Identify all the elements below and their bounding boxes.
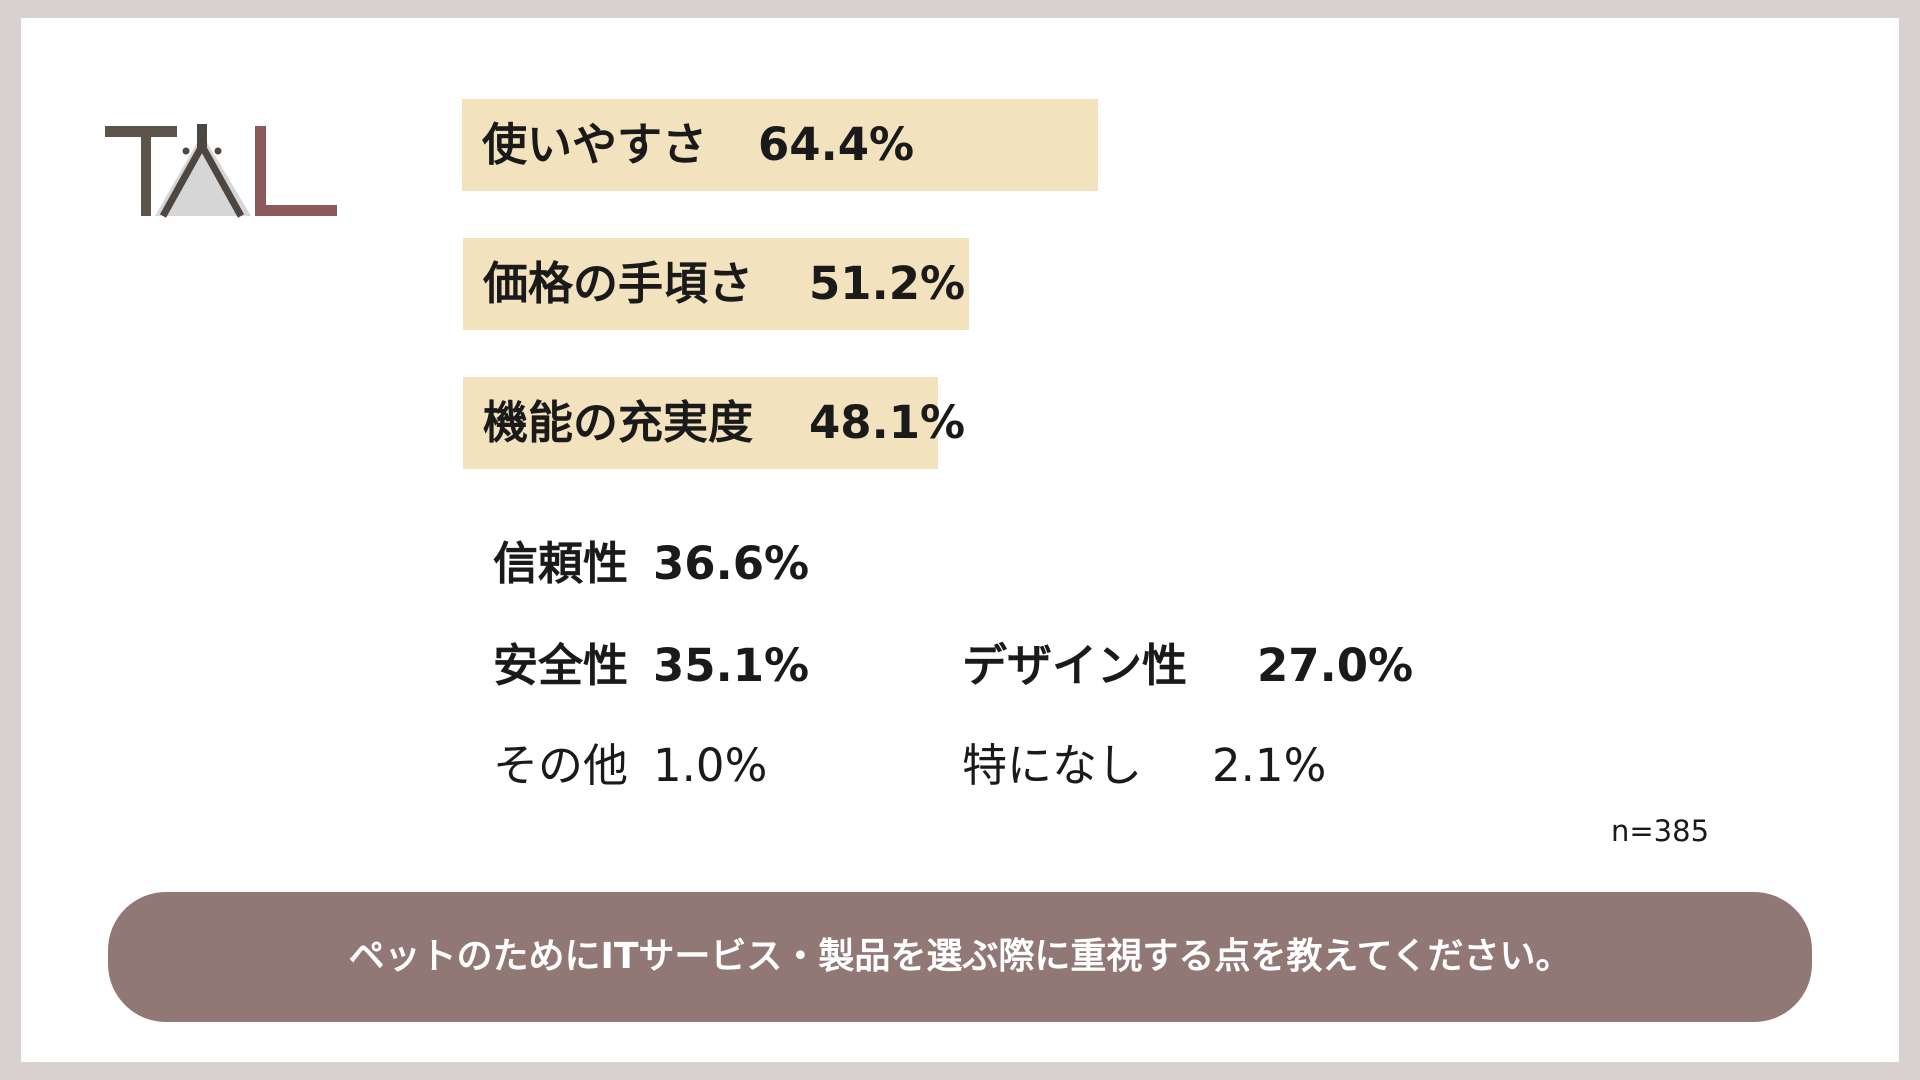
stat-value-label: 36.6% — [653, 537, 810, 590]
question-banner: ペットのためにITサービス・製品を選ぶ際に重視する点を教えてください。 — [108, 892, 1812, 1022]
stat-category-label: 特になし — [962, 739, 1143, 792]
stat-design: デザイン性 27.0% — [962, 636, 1462, 696]
bar-row-usability: 使いやすさ 64.4% — [462, 99, 1262, 191]
bar — [462, 99, 1099, 191]
question-text: ペットのためにITサービス・製品を選ぶ際に重視する点を教えてください。 — [348, 936, 1572, 977]
sample-size: n=385 — [1611, 814, 1710, 848]
bar — [463, 238, 969, 330]
bar-row-price: 価格の手頃さ 51.2% — [463, 238, 1263, 330]
tal-logo — [105, 106, 343, 240]
bar-value-label: 64.4% — [758, 118, 915, 171]
stat-value-label: 27.0% — [1257, 639, 1414, 692]
stat-value-label: 1.0% — [653, 739, 768, 792]
stat-category-label: デザイン性 — [962, 639, 1188, 692]
bar-value-label: 48.1% — [809, 396, 966, 449]
bar-category-label: 価格の手頃さ — [483, 257, 754, 310]
stat-value-label: 35.1% — [653, 639, 810, 692]
stat-category-label: その他 — [493, 739, 629, 792]
stat-other: その他 1.0% — [493, 736, 893, 796]
stat-value-label: 2.1% — [1212, 739, 1327, 792]
bar-row-features: 機能の充実度 48.1% — [463, 377, 1263, 469]
stat-reliability: 信頼性 36.6% — [493, 534, 893, 594]
bar-category-label: 使いやすさ — [482, 118, 708, 171]
bar-value-label: 51.2% — [809, 257, 966, 310]
stat-safety: 安全性 35.1% — [493, 636, 893, 696]
slide: 使いやすさ 64.4% 価格の手頃さ 51.2% 機能の充実度 48.1% 信頼… — [21, 18, 1899, 1062]
stat-none: 特になし 2.1% — [962, 736, 1462, 796]
bar-category-label: 機能の充実度 — [483, 396, 754, 449]
bar — [463, 377, 939, 469]
stat-category-label: 信頼性 — [493, 537, 629, 590]
stat-category-label: 安全性 — [493, 639, 629, 692]
